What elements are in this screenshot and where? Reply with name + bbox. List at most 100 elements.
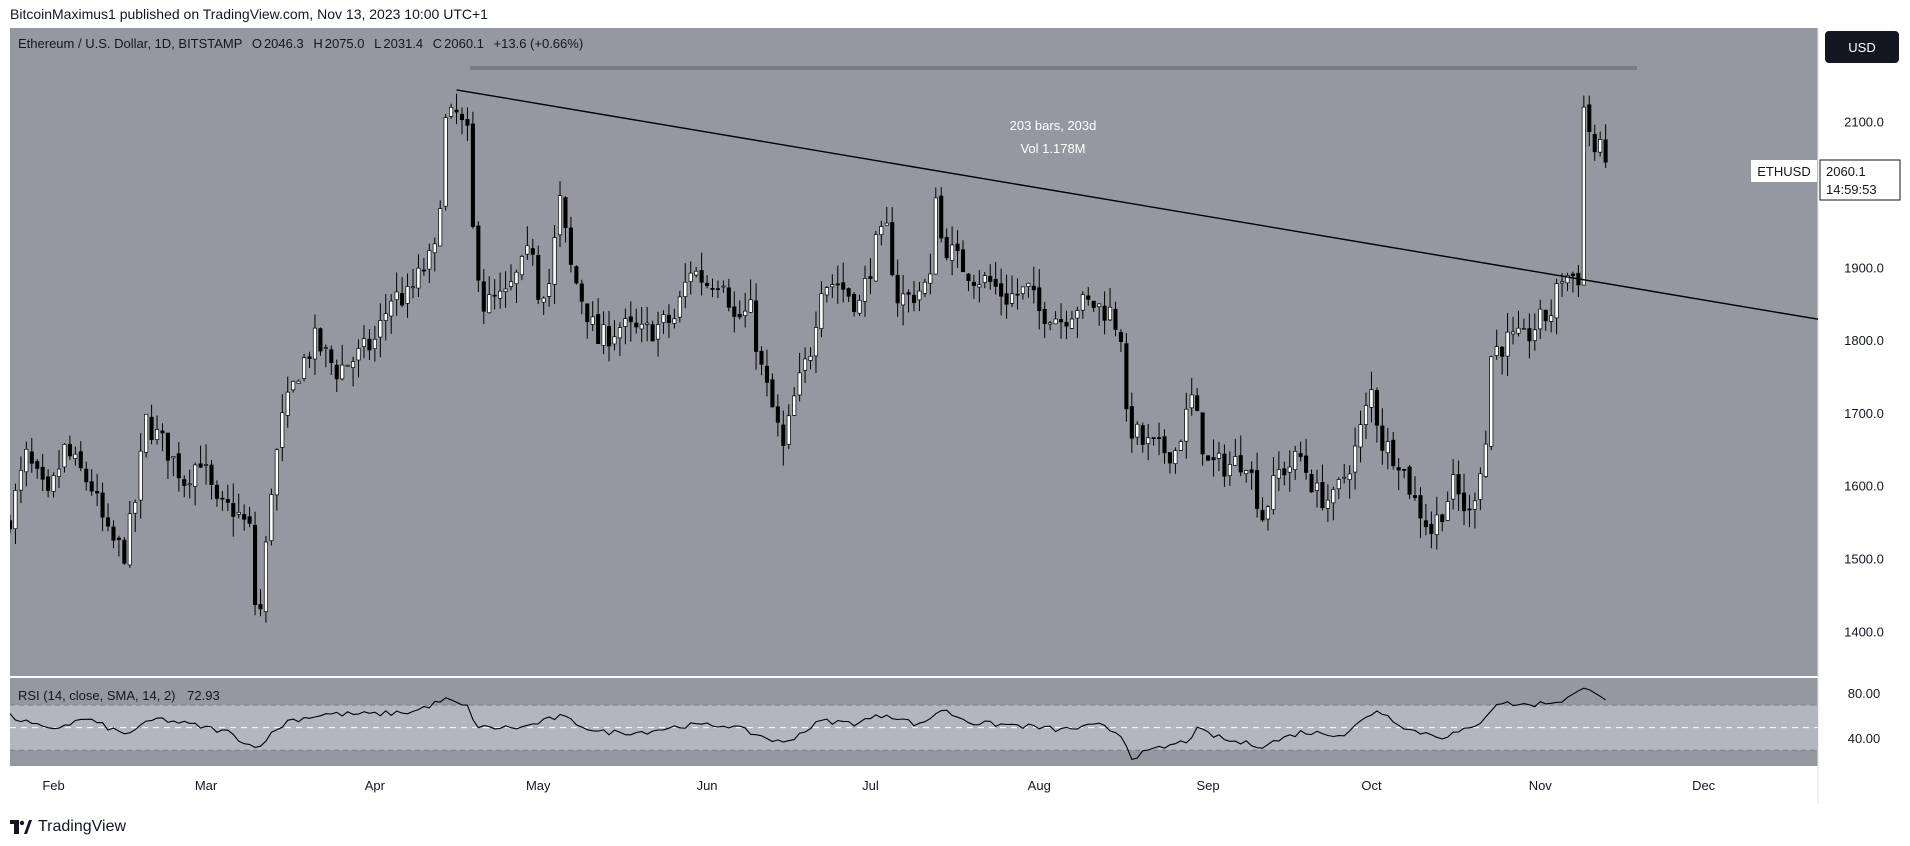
candle [982,271,987,289]
candle-body [1396,467,1401,471]
candle-body [683,281,688,297]
candle [329,345,334,375]
footer: TradingView [0,804,1910,846]
pane-divider[interactable] [10,676,1818,678]
candle [1244,469,1249,483]
candle [895,259,900,317]
candle [808,347,813,370]
candle-body [743,310,748,316]
currency-button-bg[interactable] [1825,31,1899,63]
currency-button-label[interactable]: USD [1848,40,1875,55]
candle-body [770,379,775,408]
tradingview-logo[interactable]: TradingView [10,818,126,836]
candle [710,278,715,298]
candle-body [1211,457,1216,461]
candle [988,264,993,290]
chart-frame[interactable]: 1400.01500.01600.01700.01800.01900.02000… [7,28,1910,804]
candle [672,308,677,329]
candle-body [715,288,720,291]
candle-body [781,424,786,446]
candle-body [1206,455,1211,461]
price-pane[interactable] [10,28,1818,676]
candle-body [1151,437,1156,439]
price-axis[interactable] [1818,28,1910,804]
candle-body [204,464,209,466]
candle-body [318,328,323,352]
candle [813,311,819,374]
candle [1091,300,1096,313]
candle [1309,469,1314,493]
open-label: O [252,36,262,51]
candle-body [966,273,971,281]
candle [1505,312,1510,377]
candle [312,314,318,375]
candle-body [1200,412,1205,455]
time-axis[interactable] [10,766,1818,804]
candle [361,325,367,359]
candle-body [1385,441,1390,454]
candle-body [438,208,443,247]
measure-range-line[interactable] [470,66,1637,71]
candle-body [950,244,955,261]
candle [552,225,557,305]
candle-body [677,296,682,318]
candle [1554,278,1559,335]
candle [111,520,116,549]
candle [307,351,312,368]
candle [487,276,492,314]
candle [122,537,127,565]
candle-body [1510,331,1516,335]
candle-body [209,464,214,485]
candle-body [432,243,437,254]
candle-body [410,286,416,289]
symbol-legend: Ethereum / U.S. Dollar, 1D, BITSTAMP O 20… [18,36,583,51]
candle-body [868,276,873,279]
candle-body [1456,474,1461,495]
candle-body [492,294,497,297]
candle [498,272,503,309]
candle [563,196,568,243]
candle-body [236,511,241,515]
candle-body [688,272,693,283]
candle-body [334,364,339,380]
currency-button[interactable]: USD [1825,31,1899,63]
candle [1418,487,1423,539]
candle-body [105,517,111,527]
candle [922,278,927,298]
candle [1380,408,1385,465]
candle [830,274,835,298]
candle [242,504,247,531]
candle-body [1037,287,1042,312]
publish-info: BitcoinMaximus1 published on TradingView… [10,6,488,22]
candle-body [846,288,851,297]
candle-body [89,481,94,492]
candle-body [144,413,149,453]
candle [62,443,67,473]
time-tick-label: Jul [862,778,879,793]
descending-trendline[interactable] [456,89,1819,320]
measure-tool[interactable]: 203 bars, 203d Vol 1.178M [470,66,1637,156]
candle-body [1113,308,1118,330]
candle-body [171,456,176,459]
candle [1598,131,1603,157]
candle [781,410,786,466]
candle-body [421,269,426,272]
candle-body [1075,310,1080,319]
candle [280,394,285,462]
candle [1320,464,1325,511]
candle-body [803,358,808,371]
rsi-legend-value: 72.93 [187,688,220,703]
candle [852,291,857,317]
candle [824,286,829,303]
candle [547,268,552,307]
candle [51,472,56,498]
candle-body [231,503,236,517]
candle [1042,301,1047,338]
candle [1456,460,1461,511]
candle-body [116,537,121,540]
chart-svg[interactable]: 1400.01500.01600.01700.01800.01900.02000… [7,28,1910,804]
candle-body [405,286,410,304]
candle-body [1282,468,1287,476]
candle-body [830,284,835,288]
candle [1363,392,1369,439]
